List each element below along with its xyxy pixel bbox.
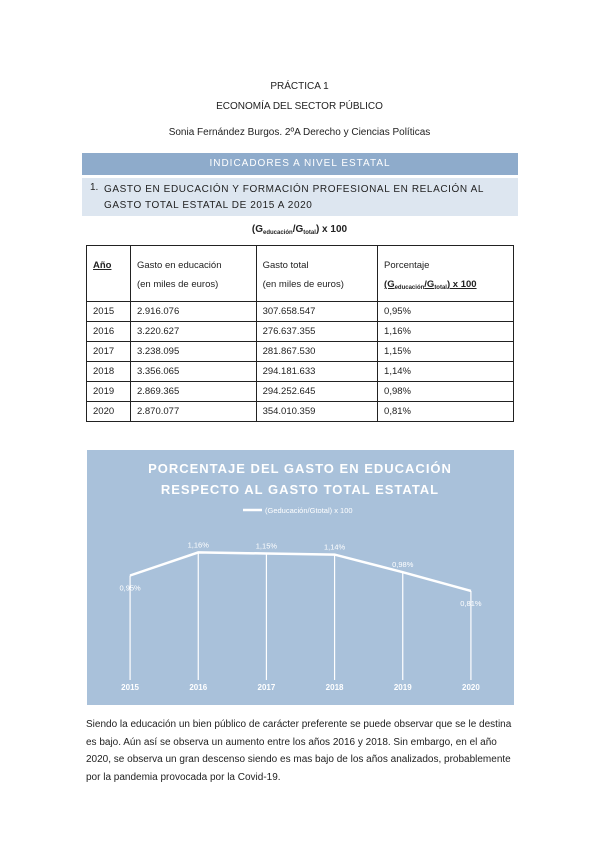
table-row: 2015 2.916.076 307.658.547 0,95%: [86, 301, 514, 322]
x-tick-label: 2016: [189, 683, 207, 692]
table-row: 2020 2.870.077 354.010.359 0,81%: [86, 401, 514, 422]
table-cell: 1,15%: [377, 341, 514, 362]
x-tick-label: 2020: [462, 683, 480, 692]
table-row: 2018 3.356.065 294.181.633 1,14%: [86, 361, 514, 382]
table-cell: 2019: [86, 381, 131, 402]
author: Sonia Fernández Burgos. 2ºA Derecho y Ci…: [168, 127, 431, 138]
table-row: 2016 3.220.627 276.637.355 1,16%: [86, 321, 514, 342]
section-box: 1. GASTO EN EDUCACIÓN Y FORMACIÓN PROFES…: [82, 178, 518, 216]
x-tick-label: 2018: [326, 683, 344, 692]
table-cell: 3.356.065: [129, 361, 257, 382]
table-cell: 294.181.633: [255, 361, 379, 382]
formula-sub: educación: [263, 230, 293, 236]
table-cell: 307.658.547: [255, 301, 379, 322]
value-label: 1,16%: [188, 540, 210, 549]
value-label: 1,15%: [256, 542, 278, 551]
formula-part: /G: [424, 279, 435, 290]
formula: (Geducación/Gtotal) x 100: [0, 224, 599, 236]
table-cell: 281.867.530: [255, 341, 379, 362]
paragraph: Siendo la educación un bien público de c…: [86, 719, 512, 783]
formula-part: /G: [292, 224, 304, 235]
header-cell: Porcentaje (Geducación/Gtotal) x 100: [377, 245, 514, 302]
header-title: Año: [93, 260, 112, 271]
x-tick-label: 2019: [394, 683, 412, 692]
header-title: Porcentaje: [384, 260, 430, 271]
value-label: 0,81%: [460, 599, 482, 608]
legend-label: (Geducación/Gtotal) x 100: [265, 506, 353, 515]
chart-box: (Geducación/Gtotal) x 100 0,95% 2015 1,16% 2…: [87, 450, 514, 705]
series-line: [129, 551, 472, 593]
formula-part: ) x 100: [446, 279, 477, 290]
table-cell: 276.637.355: [255, 321, 379, 342]
table-cell: 0,95%: [377, 301, 514, 322]
header-title: Gasto en educación: [136, 260, 222, 271]
table-row: 2017 3.238.095 281.867.530 1,15%: [86, 341, 514, 362]
table-cell: 0,98%: [377, 381, 514, 402]
formula-part: (G: [251, 224, 264, 235]
section-text: GASTO EN EDUCACIÓN Y FORMACIÓN PROFESION…: [104, 184, 484, 211]
table-cell: 354.010.359: [255, 401, 379, 422]
header-row: Año Gasto en educación (en miles de euros)…: [86, 245, 514, 302]
table-cell: 0,81%: [377, 401, 514, 422]
table-row: 2019 2.869.365 294.252.645 0,98%: [86, 381, 514, 402]
table-cell: 2018: [86, 361, 131, 382]
value-label: 0,95%: [119, 584, 141, 593]
chart-title: PORCENTAJE DEL GASTO EN EDUCACIÓN RESPEC…: [148, 461, 452, 497]
formula-part: (G: [384, 279, 395, 290]
table-cell: 1,16%: [377, 321, 514, 342]
header-title: Gasto total: [262, 260, 309, 271]
table-cell: 2015: [86, 301, 131, 322]
data-table: Año Gasto en educación (en miles de euros)…: [86, 245, 514, 422]
table-cell: 3.238.095: [129, 341, 257, 362]
table-cell: 2016: [86, 321, 131, 342]
formula-part: ) x 100: [315, 224, 348, 235]
chart: (Geducación/Gtotal) x 100 0,95% 2015 1,16% 2…: [87, 450, 514, 705]
table-cell: 2017: [86, 341, 131, 362]
section-number: 1.: [90, 182, 99, 193]
table-cell: 2020: [86, 401, 131, 422]
subject: ECONOMÍA DEL SECTOR PÚBLICO: [216, 101, 383, 112]
header-cell: Gasto total (en miles de euros): [255, 245, 378, 302]
x-tick-label: 2015: [121, 683, 139, 692]
table-cell: 2.869.365: [129, 381, 257, 402]
chart-background: [87, 450, 514, 705]
value-label: 0,98%: [392, 560, 414, 569]
header-cell: Gasto en educación (en miles de euros): [129, 245, 257, 302]
header-subtitle: (en miles de euros): [136, 279, 219, 290]
table-cell: 1,14%: [377, 361, 514, 382]
x-tick-label: 2017: [258, 683, 276, 692]
table-cell: 2.870.077: [129, 401, 257, 422]
table-cell: 294.252.645: [255, 381, 379, 402]
formula-part: educación: [394, 285, 425, 291]
formula-sub: total: [303, 230, 316, 236]
table-cell: 3.220.627: [129, 321, 257, 342]
banner: INDICADORES A NIVEL ESTATAL: [82, 153, 518, 175]
formula-part: total: [434, 285, 447, 291]
value-label: 1,14%: [324, 543, 346, 552]
header-subtitle: (en miles de euros): [262, 279, 344, 290]
table-cell: 2.916.076: [129, 301, 257, 322]
header-cell: Año: [86, 245, 131, 302]
practica: PRÁCTICA 1: [270, 81, 329, 92]
header-formula: (Geducación/Gtotal) x 100: [384, 275, 507, 298]
